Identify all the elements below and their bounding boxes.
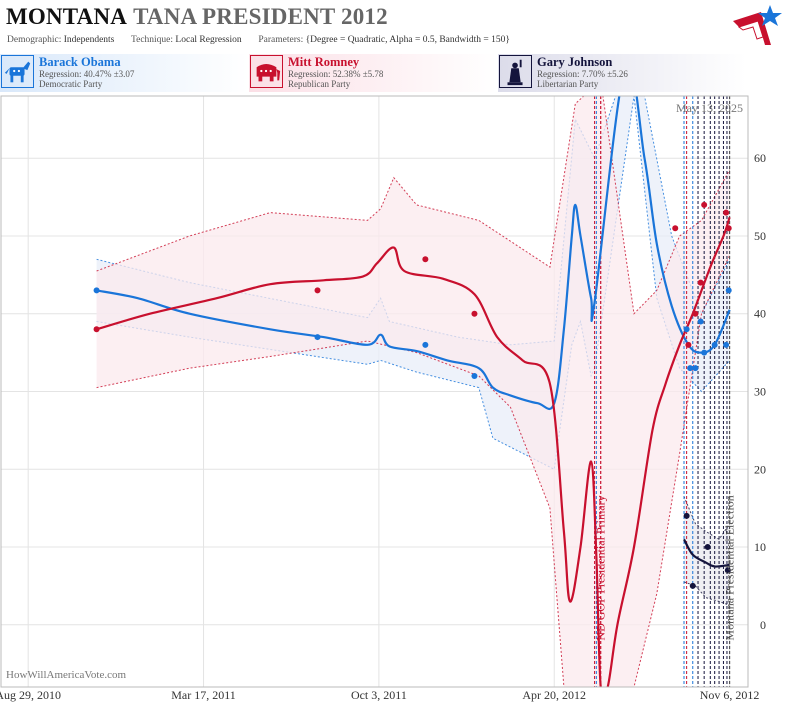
poll-point (724, 567, 731, 574)
annotation-label: Montana Presidential Election (723, 495, 737, 640)
site-watermark: HowWillAmericaVote.com (6, 669, 126, 681)
elephant-icon (250, 55, 283, 88)
poll-point (687, 365, 694, 372)
upper-bound-line (96, 96, 731, 315)
legend-party: Democratic Party (39, 79, 103, 89)
x-tick-label: Oct 3, 2011 (351, 688, 407, 702)
poll-chart: 0 10 20 30 40 50 60 Aug 29, 2010 Mar 17, 2011 Oc… (0, 95, 766, 702)
poll-point (93, 326, 100, 333)
legend-party: Libertarian Party (537, 79, 599, 89)
site-logo-icon[interactable] (731, 3, 783, 47)
y-axis: 0 10 20 30 40 50 60 (754, 151, 766, 632)
poll-point (704, 544, 711, 551)
y-tick-label: 40 (754, 307, 766, 321)
poll-point (422, 256, 429, 263)
date-stamp: May 13, 2025 (676, 101, 743, 115)
legend-name: Barack Obama (39, 55, 121, 69)
poll-point (697, 279, 704, 286)
legend-name: Gary Johnson (537, 55, 613, 69)
poll-point (701, 201, 708, 208)
y-tick-label: 0 (760, 618, 766, 632)
x-tick-label: Nov 6, 2012 (700, 688, 760, 702)
poll-point (683, 326, 690, 333)
legend-regression: Regression: 7.70% ±5.26 (537, 69, 628, 79)
donkey-icon (1, 55, 34, 88)
legend-regression: Regression: 52.38% ±5.78 (288, 69, 384, 79)
x-tick-label: Mar 17, 2011 (171, 688, 236, 702)
y-tick-label: 30 (754, 385, 766, 399)
poll-point (697, 318, 704, 325)
poll-point (692, 365, 699, 372)
candidate-legend: Barack Obama Regression: 40.47% ±3.07 De… (0, 54, 789, 92)
technique-label: Technique: (130, 35, 174, 45)
poll-point (314, 287, 321, 294)
technique-value: Local Regression (175, 35, 242, 45)
x-tick-label: Apr 20, 2012 (522, 688, 586, 702)
legend-party: Republican Party (288, 79, 351, 89)
poll-point (314, 334, 321, 341)
demographic-label: Demographic: (7, 35, 62, 45)
title-state: MONTANA (6, 4, 128, 29)
parameters-label: Parameters: (258, 35, 304, 45)
parameters-value: {Degree = Quadratic, Alpha = 0.5, Bandwi… (305, 35, 510, 45)
plot-frame (0, 95, 749, 688)
y-tick-label: 10 (754, 540, 766, 554)
legend-name: Mitt Romney (288, 55, 360, 69)
y-tick-label: 20 (754, 462, 766, 476)
legend-item-johnson[interactable]: Gary Johnson Regression: 7.70% ±5.26 Lib… (498, 54, 746, 92)
series-lines (96, 96, 731, 687)
regression-line (96, 216, 731, 687)
poll-point (725, 225, 732, 232)
legend-regression: Regression: 40.47% ±3.07 (39, 69, 135, 79)
legend-item-obama[interactable]: Barack Obama Regression: 40.47% ±3.07 De… (0, 54, 248, 92)
y-tick-label: 60 (754, 151, 766, 165)
poll-point (471, 310, 478, 317)
regression-line (683, 538, 730, 568)
poll-point (471, 372, 478, 379)
poll-points (93, 201, 732, 589)
poll-point (672, 225, 679, 232)
legend-item-romney[interactable]: Mitt Romney Regression: 52.38% ±5.78 Rep… (249, 54, 497, 92)
demographic-value: Independents (63, 35, 115, 45)
confidence-bands (96, 96, 731, 687)
poll-point (422, 341, 429, 348)
x-tick-label: Aug 29, 2010 (0, 688, 61, 702)
poll-point (683, 512, 690, 519)
event-lines (594, 96, 731, 687)
x-axis: Aug 29, 2010 Mar 17, 2011 Oct 3, 2011 Apr 2… (0, 688, 759, 702)
poll-point (93, 287, 100, 294)
annotation-label: ND GOP Presidential Primary (594, 495, 608, 640)
poll-point (725, 287, 732, 294)
confidence-band (96, 96, 730, 687)
page-title: MONTANA TANA PRESIDENT 2012 (6, 4, 388, 30)
poll-point (723, 341, 730, 348)
poll-point (689, 582, 696, 589)
poll-point (692, 310, 699, 317)
annotations: ND GOP Presidential Primary Montana Presi… (594, 495, 737, 640)
y-tick-label: 50 (754, 229, 766, 243)
header: MONTANA TANA PRESIDENT 2012 Demographic: … (0, 0, 789, 52)
regression-line (96, 96, 731, 411)
upper-bound-line (683, 496, 731, 540)
poll-point (701, 349, 708, 356)
title-subtitle: TANA PRESIDENT 2012 (133, 4, 388, 29)
statue-of-liberty-icon (499, 55, 532, 88)
poll-point (685, 341, 692, 348)
poll-point (711, 341, 718, 348)
lower-bound-line (96, 255, 731, 687)
parameters-line: Demographic: Independents Technique: Loc… (7, 35, 510, 45)
poll-point (723, 209, 730, 216)
